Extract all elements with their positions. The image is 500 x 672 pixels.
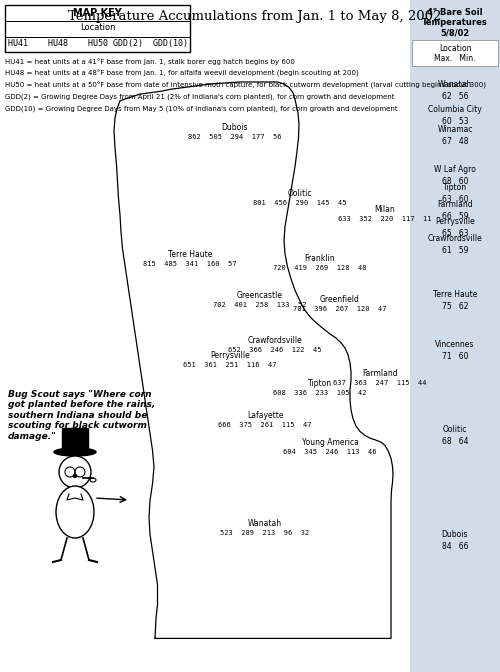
Text: GDD(10) = Growing Degree Days from May 5 (10% of Indiana's corn planted), for co: GDD(10) = Growing Degree Days from May 5… bbox=[5, 106, 398, 112]
Circle shape bbox=[59, 456, 91, 488]
Text: 815  485  341  160  57: 815 485 341 160 57 bbox=[144, 261, 237, 267]
Text: Farmland: Farmland bbox=[362, 370, 398, 378]
Text: 71   60: 71 60 bbox=[442, 352, 468, 361]
Text: 604  345  246  113  46: 604 345 246 113 46 bbox=[283, 449, 377, 455]
Text: Location: Location bbox=[439, 44, 471, 53]
Text: 63   60: 63 60 bbox=[442, 195, 468, 204]
Text: 523  289  213  96  32: 523 289 213 96 32 bbox=[220, 530, 310, 536]
Bar bbox=[5, 5, 190, 52]
Bar bbox=[62, 428, 88, 454]
Text: 67   48: 67 48 bbox=[442, 137, 468, 146]
Circle shape bbox=[74, 474, 76, 478]
Text: Temperature Accumulations from Jan. 1 to May 8, 2002: Temperature Accumulations from Jan. 1 to… bbox=[68, 10, 442, 23]
Text: 62   56: 62 56 bbox=[442, 92, 468, 101]
Text: HU41 = heat units at a 41°F base from Jan. 1, stalk borer egg hatch begins by 60: HU41 = heat units at a 41°F base from Ja… bbox=[5, 58, 295, 65]
Text: Crawfordsville: Crawfordsville bbox=[248, 336, 302, 345]
Text: Location: Location bbox=[80, 23, 115, 32]
Text: 637  363  247  115  44: 637 363 247 115 44 bbox=[333, 380, 427, 386]
Text: 652  366  246  122  45: 652 366 246 122 45 bbox=[228, 347, 322, 353]
Text: Winamac: Winamac bbox=[437, 125, 473, 134]
Text: Oolitic: Oolitic bbox=[443, 425, 467, 434]
Text: 862  505  294  177  56: 862 505 294 177 56 bbox=[188, 134, 282, 140]
Text: 68   64: 68 64 bbox=[442, 437, 468, 446]
Text: GDD(2) = Growing Degree Days from April 21 (2% of Indiana's corn planted), for c: GDD(2) = Growing Degree Days from April … bbox=[5, 94, 394, 101]
Text: Columbia City: Columbia City bbox=[428, 105, 482, 114]
Text: 61   59: 61 59 bbox=[442, 246, 468, 255]
Text: Young America: Young America bbox=[302, 438, 358, 447]
Text: 4" Bare Soil
Temperatures
5/8/02: 4" Bare Soil Temperatures 5/8/02 bbox=[422, 8, 488, 38]
Text: 801  456  290  145  45: 801 456 290 145 45 bbox=[254, 200, 347, 206]
Text: Wanatah: Wanatah bbox=[248, 519, 282, 528]
Text: Farmland: Farmland bbox=[437, 200, 473, 209]
Text: Wanatah: Wanatah bbox=[438, 80, 472, 89]
Ellipse shape bbox=[56, 486, 94, 538]
Text: HU50 = heat units at a 50°F base from date of intensive moth capture, for black : HU50 = heat units at a 50°F base from da… bbox=[5, 82, 486, 89]
Text: Franklin: Franklin bbox=[304, 255, 336, 263]
Text: Milan: Milan bbox=[374, 205, 396, 214]
Text: HU41    HU48    HU50 GDD(2)  GDD(10): HU41 HU48 HU50 GDD(2) GDD(10) bbox=[8, 39, 188, 48]
Text: 66   59: 66 59 bbox=[442, 212, 468, 221]
Text: Perrysville: Perrysville bbox=[210, 351, 250, 360]
Text: 75   62: 75 62 bbox=[442, 302, 468, 311]
Text: 60   53: 60 53 bbox=[442, 117, 468, 126]
Text: Dubois: Dubois bbox=[442, 530, 468, 539]
Text: Dubois: Dubois bbox=[222, 123, 248, 132]
Ellipse shape bbox=[54, 448, 96, 456]
Text: Greenfield: Greenfield bbox=[320, 295, 360, 304]
Text: 651  361  251  116  47: 651 361 251 116 47 bbox=[183, 362, 277, 368]
Text: Lafayette: Lafayette bbox=[247, 411, 283, 420]
Text: 65   63: 65 63 bbox=[442, 229, 468, 238]
Text: Perrysville: Perrysville bbox=[435, 217, 475, 226]
Text: Terre Haute: Terre Haute bbox=[168, 250, 212, 259]
Text: 701  396  267  120  47: 701 396 267 120 47 bbox=[293, 306, 387, 312]
Text: Vincennes: Vincennes bbox=[436, 340, 474, 349]
Text: Bug Scout says "Where corn
got planted before the rains,
southern Indiana should: Bug Scout says "Where corn got planted b… bbox=[8, 390, 155, 441]
Text: 608  336  233  105  42: 608 336 233 105 42 bbox=[273, 390, 367, 396]
Text: 666  375  261  115  47: 666 375 261 115 47 bbox=[218, 422, 312, 428]
Text: 720  419  269  128  48: 720 419 269 128 48 bbox=[273, 265, 367, 271]
Text: 84   66: 84 66 bbox=[442, 542, 468, 551]
Text: HU48 = heat units at a 48°F base from Jan. 1, for alfalfa weevil development (be: HU48 = heat units at a 48°F base from Ja… bbox=[5, 70, 359, 77]
Text: Tipton: Tipton bbox=[308, 380, 332, 388]
Text: Max.   Min.: Max. Min. bbox=[434, 54, 476, 63]
Text: Oolitic: Oolitic bbox=[288, 190, 312, 198]
Text: 68   60: 68 60 bbox=[442, 177, 468, 186]
Text: W Laf Agro: W Laf Agro bbox=[434, 165, 476, 174]
Text: Tipton: Tipton bbox=[443, 183, 467, 192]
Text: 633  352  220  117  11: 633 352 220 117 11 bbox=[338, 216, 432, 222]
Bar bbox=[412, 40, 498, 66]
Text: Crawfordsville: Crawfordsville bbox=[428, 234, 482, 243]
Text: Greencastle: Greencastle bbox=[237, 292, 283, 300]
Text: MAP KEY: MAP KEY bbox=[73, 8, 122, 18]
Text: Terre Haute: Terre Haute bbox=[433, 290, 477, 299]
Text: 702  401  258  133  52: 702 401 258 133 52 bbox=[213, 302, 307, 308]
Bar bbox=[410, 0, 500, 672]
